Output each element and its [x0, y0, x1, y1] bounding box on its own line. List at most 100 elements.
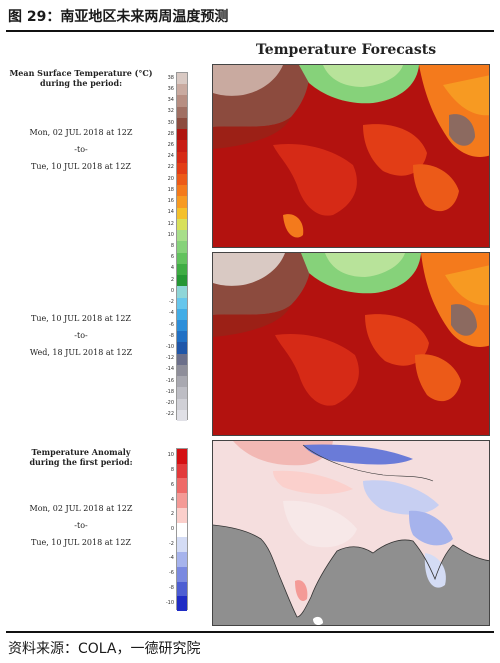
- colorbar-tick-label: 14: [167, 209, 174, 216]
- colorbar-tick-label: 6: [170, 481, 174, 488]
- colorbar-tick-label: -4: [169, 555, 174, 562]
- colorbar-tick-label: 34: [167, 97, 174, 104]
- colorbar-tick-label: 26: [167, 141, 174, 148]
- colorbar-cell: [177, 286, 187, 298]
- colorbar-cell: [177, 241, 187, 254]
- colorbar-tick-label: -2: [169, 299, 174, 306]
- colorbar-cell: [177, 493, 187, 509]
- colorbar-tick-label: 0: [170, 526, 174, 532]
- colorbar-tick-label: -8: [169, 332, 174, 339]
- period2-start: Tue, 10 JUL 2018 at 12Z: [30, 314, 131, 323]
- colorbar-tick-label: 6: [170, 254, 174, 261]
- bottom-rule: [6, 631, 494, 633]
- colorbar-cell: [177, 387, 187, 400]
- period1-end: Tue, 10 JUL 2018 at 12Z: [30, 162, 131, 171]
- colorbar-tick-label: -16: [165, 377, 174, 384]
- anomaly-colorbar: [176, 448, 188, 612]
- period2-end: Wed, 18 JUL 2018 at 12Z: [29, 348, 133, 357]
- colorbar-cell: [177, 552, 187, 568]
- period3-sep: -to-: [74, 521, 88, 530]
- colorbar-cell: [177, 140, 187, 153]
- colorbar-tick-label: -20: [165, 400, 174, 407]
- colorbar-cell: [177, 275, 187, 287]
- colorbar-cell: [177, 84, 187, 96]
- colorbar-tick-label: -6: [169, 321, 174, 328]
- colorbar-cell: [177, 73, 187, 85]
- colorbar-cell: [177, 196, 187, 209]
- colorbar-cell: [177, 596, 187, 612]
- period2-sep: -to-: [74, 331, 88, 340]
- temperature-colorbar: [176, 72, 188, 422]
- colorbar-cell: [177, 207, 187, 220]
- temp-scale-label: Mean Surface Temperature (°C) during the…: [9, 68, 153, 88]
- period3-start: Mon, 02 JUL 2018 at 12Z: [29, 504, 133, 513]
- colorbar-tick-label: -18: [165, 388, 174, 395]
- colorbar-cell: [177, 319, 187, 332]
- colorbar-tick-label: 4: [170, 265, 174, 272]
- colorbar-cell: [177, 566, 187, 583]
- colorbar-tick-label: 10: [167, 452, 174, 459]
- colorbar-cell: [177, 376, 187, 388]
- colorbar-tick-label: 0: [170, 287, 174, 294]
- colorbar-tick-label: 2: [170, 511, 174, 518]
- colorbar-cell: [177, 398, 187, 411]
- figure-source: 资料来源：COLA，一德研究院: [8, 641, 201, 657]
- colorbar-cell: [177, 297, 187, 310]
- colorbar-cell: [177, 342, 187, 355]
- colorbar-tick-label: 24: [167, 153, 174, 160]
- colorbar-tick-label: 22: [167, 164, 174, 171]
- colorbar-cell: [177, 353, 187, 366]
- colorbar-cell: [177, 252, 187, 265]
- colorbar-cell: [177, 263, 187, 276]
- colorbar-tick-label: -22: [165, 411, 174, 418]
- colorbar-tick-label: 18: [167, 186, 174, 193]
- colorbar-cell: [177, 95, 187, 108]
- colorbar-cell: [177, 174, 187, 186]
- period1-sep: -to-: [74, 145, 88, 154]
- colorbar-tick-label: 28: [167, 130, 174, 137]
- top-rule: [6, 30, 494, 32]
- colorbar-tick-label: -4: [169, 310, 174, 317]
- colorbar-cell: [177, 507, 187, 524]
- colorbar-tick-label: 10: [167, 231, 174, 238]
- colorbar-tick-label: -6: [169, 570, 174, 577]
- colorbar-cell: [177, 230, 187, 242]
- colorbar-tick-label: 12: [167, 220, 174, 227]
- temperature-map-period2: [212, 252, 490, 436]
- colorbar-cell: [177, 185, 187, 197]
- colorbar-cell: [177, 162, 187, 175]
- colorbar-tick-label: 20: [167, 175, 174, 182]
- colorbar-tick-label: 30: [167, 119, 174, 126]
- colorbar-tick-label: 36: [167, 85, 174, 92]
- colorbar-tick-label: 2: [170, 276, 174, 283]
- colorbar-cell: [177, 478, 187, 494]
- colorbar-cell: [177, 106, 187, 119]
- colorbar-tick-label: -12: [165, 355, 174, 362]
- forecast-title: Temperature Forecasts: [256, 42, 437, 58]
- colorbar-tick-label: 32: [167, 108, 174, 115]
- colorbar-cell: [177, 364, 187, 377]
- colorbar-cell: [177, 463, 187, 479]
- colorbar-tick-label: 8: [170, 467, 174, 474]
- colorbar-cell: [177, 581, 187, 597]
- period1-start: Mon, 02 JUL 2018 at 12Z: [29, 128, 133, 137]
- colorbar-tick-label: 8: [170, 243, 174, 249]
- colorbar-tick-label: -14: [165, 366, 174, 373]
- figure-title: 图 29：南亚地区未来两周温度预测: [8, 9, 229, 25]
- colorbar-cell: [177, 409, 187, 422]
- colorbar-tick-label: -2: [169, 540, 174, 547]
- colorbar-tick-label: 16: [167, 198, 174, 205]
- colorbar-tick-label: 4: [170, 496, 174, 503]
- colorbar-tick-label: -8: [169, 584, 174, 591]
- colorbar-cell: [177, 308, 187, 321]
- colorbar-cell: [177, 151, 187, 164]
- period3-end: Tue, 10 JUL 2018 at 12Z: [30, 538, 131, 547]
- colorbar-tick-label: -10: [165, 344, 174, 351]
- colorbar-cell: [177, 537, 187, 553]
- colorbar-cell: [177, 218, 187, 231]
- colorbar-cell: [177, 331, 187, 343]
- colorbar-tick-label: -10: [165, 599, 174, 606]
- colorbar-cell: [177, 449, 187, 465]
- anomaly-scale-label: Temperature Anomaly during the first per…: [29, 447, 133, 467]
- colorbar-tick-label: 38: [167, 74, 174, 81]
